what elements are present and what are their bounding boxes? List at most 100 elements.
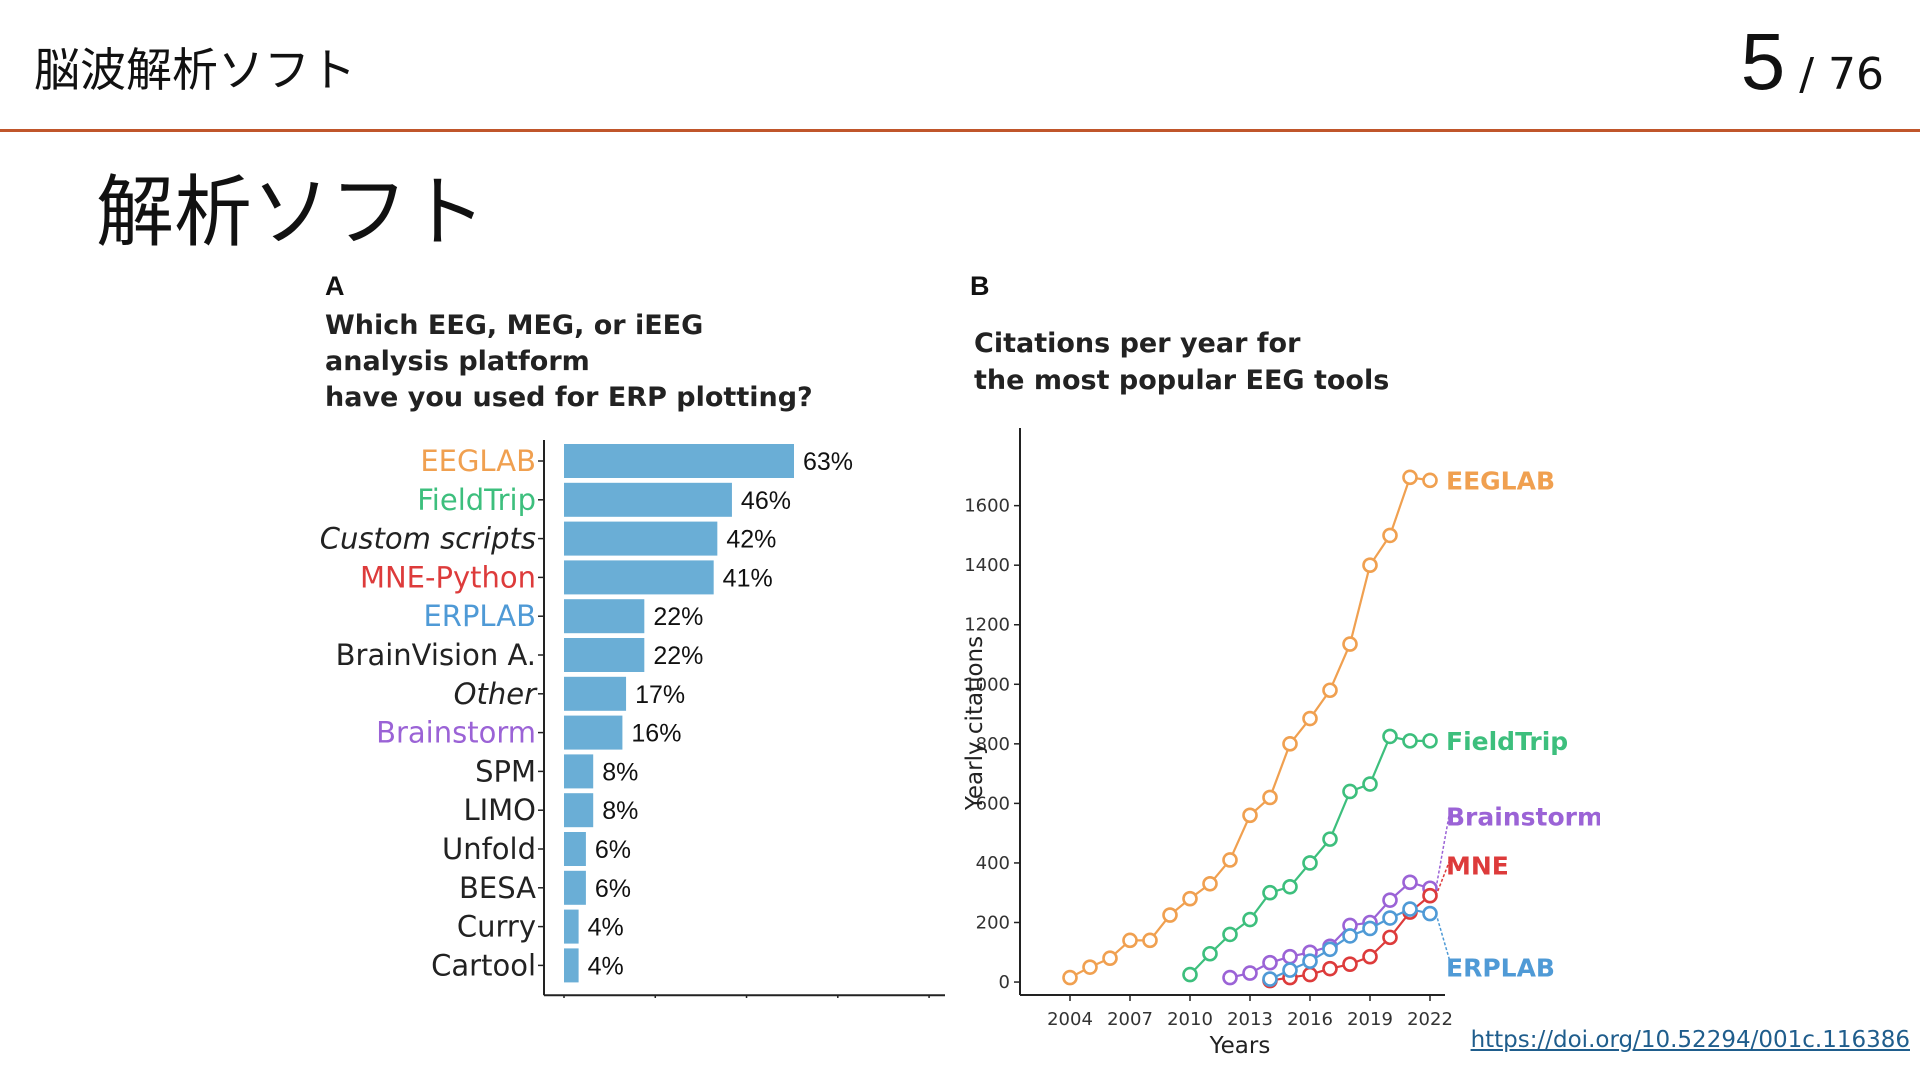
series-point: [1322, 831, 1338, 847]
y-tick-label: 1400: [964, 555, 1010, 576]
bar: [564, 482, 732, 517]
series-point: [1402, 874, 1418, 891]
series-point: [1402, 733, 1418, 749]
series-point: [1322, 960, 1338, 977]
label-leader: [1435, 859, 1451, 896]
value-label: 46%: [741, 487, 791, 515]
series-point: [1342, 956, 1358, 972]
series-point: [1142, 932, 1158, 949]
doi-link[interactable]: https://doi.org/10.52294/001c.116386: [1470, 1027, 1910, 1053]
value-label: 41%: [723, 564, 773, 592]
value-label: 42%: [726, 526, 776, 554]
bar: [564, 638, 645, 672]
category-label: BrainVision A.: [336, 638, 536, 672]
series-point: [1382, 929, 1398, 946]
series-point: [1282, 962, 1298, 978]
series-line-eeglab: [1069, 476, 1431, 979]
series-label: Brainstorm: [1446, 802, 1600, 831]
value-label: 22%: [653, 603, 703, 631]
y-tick-label: 200: [976, 912, 1010, 933]
series-point: [1262, 954, 1278, 971]
y-tick-label: 1600: [964, 496, 1010, 517]
category-label: EEGLAB: [420, 444, 536, 478]
page-number: 5/ 76: [1741, 22, 1884, 102]
value-label: 17%: [635, 681, 685, 709]
bar: [564, 909, 579, 944]
value-label: 8%: [602, 797, 638, 825]
series-point: [1422, 887, 1438, 904]
category-label: FieldTrip: [417, 483, 536, 517]
value-label: 63%: [803, 448, 853, 476]
bar: [564, 870, 586, 905]
series-point: [1122, 932, 1138, 949]
bar: [564, 521, 718, 556]
x-tick-label: 2007: [1107, 1009, 1153, 1030]
category-label: SPM: [475, 754, 536, 788]
series-point: [1262, 971, 1278, 987]
series-point: [1282, 736, 1298, 752]
series-point: [1242, 807, 1258, 824]
chart-a-platforms: A Which EEG, MEG, or iEEG analysis platfor…: [320, 271, 945, 998]
series-label: FieldTrip: [1446, 727, 1568, 756]
value-label: 8%: [602, 758, 638, 786]
series-point: [1302, 953, 1318, 970]
series-point: [1182, 966, 1198, 983]
page-current: 5: [1740, 17, 1786, 106]
series-point: [1402, 901, 1418, 917]
x-axis-label: Years: [1209, 1033, 1271, 1058]
category-label: Curry: [457, 910, 536, 944]
series-point: [1262, 789, 1278, 806]
category-label: Unfold: [442, 832, 536, 866]
series-point: [1342, 783, 1358, 800]
y-tick-label: 600: [976, 793, 1010, 814]
series-point: [1222, 926, 1238, 943]
series-point: [1062, 969, 1078, 986]
panel-label-b: B: [970, 271, 990, 301]
series-label: MNE: [1446, 852, 1509, 881]
x-tick-label: 2019: [1347, 1009, 1393, 1030]
series-point: [1202, 945, 1218, 962]
category-label: ERPLAB: [423, 599, 536, 633]
category-label: MNE-Python: [360, 560, 536, 594]
series-point: [1342, 636, 1358, 652]
chart-b-title-line: Citations per year for: [974, 328, 1301, 359]
bar: [564, 754, 594, 789]
series-point: [1382, 910, 1398, 926]
series-label: ERPLAB: [1446, 954, 1555, 983]
bar: [564, 832, 586, 866]
chart-a-title-line: Which EEG, MEG, or iEEG: [325, 310, 703, 341]
category-label: Other: [454, 677, 538, 711]
bar: [564, 948, 579, 983]
series-point: [1362, 920, 1378, 937]
slide-title: 解析ソフト: [96, 168, 487, 258]
bar: [564, 599, 645, 634]
series-point: [1282, 878, 1298, 895]
category-label: BESA: [459, 871, 536, 905]
value-label: 16%: [631, 720, 681, 748]
deck-title: 脳波解析ソフト: [34, 43, 356, 97]
series-point: [1282, 948, 1298, 965]
category-label: Brainstorm: [376, 716, 536, 750]
series-point: [1162, 907, 1178, 923]
series-point: [1202, 875, 1218, 892]
series-point: [1362, 776, 1378, 792]
x-tick-label: 2016: [1287, 1009, 1333, 1030]
series-point: [1262, 884, 1278, 901]
series-point: [1422, 905, 1438, 922]
series-point: [1382, 527, 1398, 544]
series-point: [1322, 941, 1338, 958]
bar: [564, 676, 627, 711]
x-tick-label: 2022: [1407, 1009, 1453, 1030]
series-point: [1302, 966, 1318, 983]
x-tick-label: 2004: [1047, 1009, 1093, 1030]
series-point: [1402, 469, 1418, 486]
series-point: [1222, 969, 1238, 986]
bar: [564, 793, 594, 828]
series-point: [1382, 892, 1398, 908]
chart-b-title-line: the most popular EEG tools: [974, 365, 1389, 396]
series-point: [1362, 557, 1378, 573]
header-rule: [0, 129, 1920, 132]
y-tick-label: 1200: [964, 615, 1010, 636]
y-tick-label: 400: [976, 853, 1010, 874]
value-label: 6%: [595, 836, 631, 864]
